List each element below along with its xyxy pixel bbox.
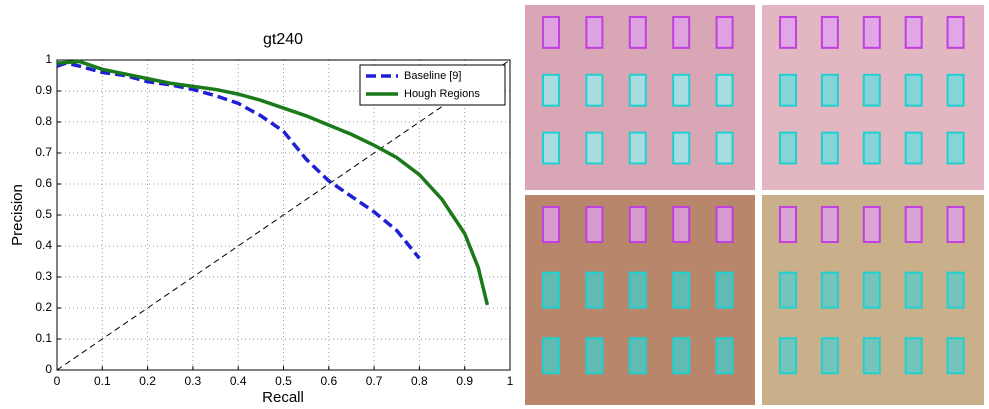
- window-highlight: [628, 73, 647, 107]
- y-tick-label: 0.7: [35, 145, 52, 159]
- y-tick-label: 0.8: [35, 114, 52, 128]
- y-tick-label: 0.1: [35, 331, 52, 345]
- window-highlight: [946, 131, 965, 165]
- y-tick-label: 0.2: [35, 300, 52, 314]
- legend-label: Baseline [9]: [404, 70, 461, 82]
- y-tick-label: 0.9: [35, 83, 52, 97]
- window-highlight: [542, 337, 560, 375]
- window-highlight: [542, 131, 560, 165]
- window-highlight: [672, 206, 691, 243]
- window-highlight: [904, 16, 923, 49]
- window-highlight: [542, 271, 560, 309]
- window-highlight: [585, 16, 604, 49]
- window-highlight: [585, 271, 604, 309]
- y-tick-label: 0.3: [35, 269, 52, 283]
- window-highlight: [542, 206, 560, 243]
- window-highlight: [715, 131, 734, 165]
- window-highlight: [715, 16, 734, 49]
- window-highlight: [779, 73, 797, 107]
- window-highlight: [904, 271, 923, 309]
- window-highlight: [820, 271, 839, 309]
- photo-panels: [525, 5, 984, 405]
- window-highlight: [820, 16, 839, 49]
- window-highlight: [946, 206, 965, 243]
- y-tick-label: 0: [45, 362, 52, 376]
- y-tick-label: 0.6: [35, 176, 52, 190]
- window-highlight: [904, 337, 923, 375]
- window-highlight: [862, 73, 881, 107]
- window-highlight: [862, 271, 881, 309]
- window-highlight: [862, 206, 881, 243]
- y-tick-label: 0.4: [35, 238, 52, 252]
- window-highlight: [542, 73, 560, 107]
- x-tick-label: 1: [507, 374, 514, 388]
- window-highlight: [585, 131, 604, 165]
- window-highlight: [715, 206, 734, 243]
- window-highlight: [779, 271, 797, 309]
- window-highlight: [904, 206, 923, 243]
- window-highlight: [585, 73, 604, 107]
- window-highlight: [779, 206, 797, 243]
- window-highlight: [715, 271, 734, 309]
- window-highlight: [672, 16, 691, 49]
- x-axis-label: Recall: [262, 389, 304, 406]
- x-tick-label: 0.1: [94, 374, 111, 388]
- window-highlight: [820, 337, 839, 375]
- chance-diagonal: [56, 59, 511, 371]
- window-highlight: [628, 271, 647, 309]
- x-tick-label: 0.2: [139, 374, 156, 388]
- window-highlight: [862, 16, 881, 49]
- window-highlight: [946, 337, 965, 375]
- window-highlight: [672, 337, 691, 375]
- window-highlight: [715, 73, 734, 107]
- window-highlight: [542, 16, 560, 49]
- x-tick-label: 0.9: [456, 374, 473, 388]
- x-tick-label: 0.6: [320, 374, 337, 388]
- legend-box: [359, 64, 506, 106]
- window-highlight: [779, 337, 797, 375]
- window-highlight: [946, 73, 965, 107]
- x-tick-label: 0: [54, 374, 61, 388]
- window-highlight: [585, 206, 604, 243]
- window-highlight: [820, 73, 839, 107]
- y-tick-label: 1: [45, 52, 52, 66]
- window-highlight: [628, 337, 647, 375]
- x-tick-label: 0.5: [275, 374, 292, 388]
- plot-frame: [56, 59, 511, 371]
- window-highlight: [672, 73, 691, 107]
- y-tick-label: 0.5: [35, 207, 52, 221]
- x-tick-label: 0.4: [230, 374, 247, 388]
- window-highlight: [862, 131, 881, 165]
- window-highlight: [820, 206, 839, 243]
- series-line: [56, 61, 421, 260]
- window-highlight: [628, 16, 647, 49]
- x-tick-label: 0.3: [185, 374, 202, 388]
- legend-label: Hough Regions: [404, 88, 480, 100]
- series-line: [56, 59, 490, 306]
- window-highlight: [946, 16, 965, 49]
- window-highlight: [820, 131, 839, 165]
- window-highlight: [672, 131, 691, 165]
- window-highlight: [672, 271, 691, 309]
- x-tick-label: 0.8: [411, 374, 428, 388]
- window-highlight: [904, 73, 923, 107]
- x-tick-label: 0.7: [366, 374, 383, 388]
- chart-title: gt240: [263, 31, 303, 48]
- window-highlight: [946, 271, 965, 309]
- window-highlight: [628, 131, 647, 165]
- window-highlight: [585, 337, 604, 375]
- window-highlight: [904, 131, 923, 165]
- window-highlight: [779, 131, 797, 165]
- window-highlight: [779, 16, 797, 49]
- window-highlight: [628, 206, 647, 243]
- window-highlight: [715, 337, 734, 375]
- y-axis-label: Precision: [9, 184, 26, 246]
- window-highlight: [862, 337, 881, 375]
